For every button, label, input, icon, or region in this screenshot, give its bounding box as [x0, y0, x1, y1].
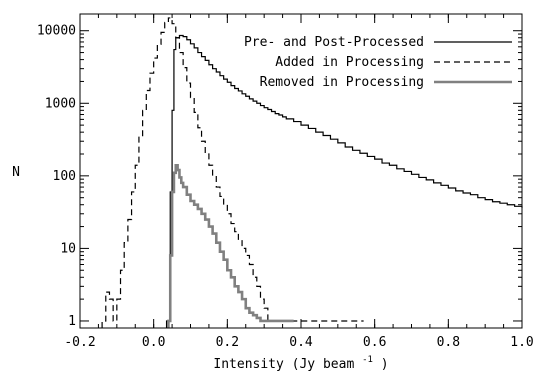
legend-label-removed-in-processing: Removed in Processing: [260, 75, 424, 90]
y-axis-title: N: [12, 165, 20, 180]
x-tick-label: 0.4: [289, 335, 313, 350]
x-tick-label: -0.2: [64, 335, 95, 350]
legend-label-added-in-processing: Added in Processing: [275, 55, 424, 70]
x-tick-label: 0.8: [437, 335, 460, 350]
y-tick-label: 1: [68, 314, 76, 329]
x-axis: -0.2 0.0 0.2 0.4 0.6 0.8 1.0: [64, 14, 534, 350]
series-line-removed-in-processing: [167, 163, 294, 328]
series-line-added-in-processing: [101, 17, 364, 328]
x-tick-label: 0.0: [142, 335, 165, 350]
x-axis-title-main: Intensity (Jy beam: [213, 357, 354, 372]
x-axis-title-suffix: ): [381, 357, 389, 372]
legend: Pre- and Post-Processed Added in Processi…: [244, 35, 512, 90]
series-line-pre-and-post-processed: [165, 34, 523, 328]
x-tick-label: 1.0: [510, 335, 533, 350]
x-axis-title-superscript: -1: [362, 355, 373, 365]
legend-label-pre-and-post-processed: Pre- and Post-Processed: [244, 35, 424, 50]
x-axis-title: Intensity (Jy beam -1 ): [213, 351, 388, 372]
plot-series: [101, 17, 523, 328]
x-tick-label: 0.2: [216, 335, 239, 350]
y-tick-label: 10000: [37, 24, 76, 39]
x-tick-label: 0.6: [363, 335, 386, 350]
y-tick-label: 1000: [45, 96, 76, 111]
y-tick-label: 10: [60, 241, 76, 256]
y-axis: 1 10 100 1000 10000: [37, 24, 522, 329]
y-tick-label: 100: [53, 169, 76, 184]
